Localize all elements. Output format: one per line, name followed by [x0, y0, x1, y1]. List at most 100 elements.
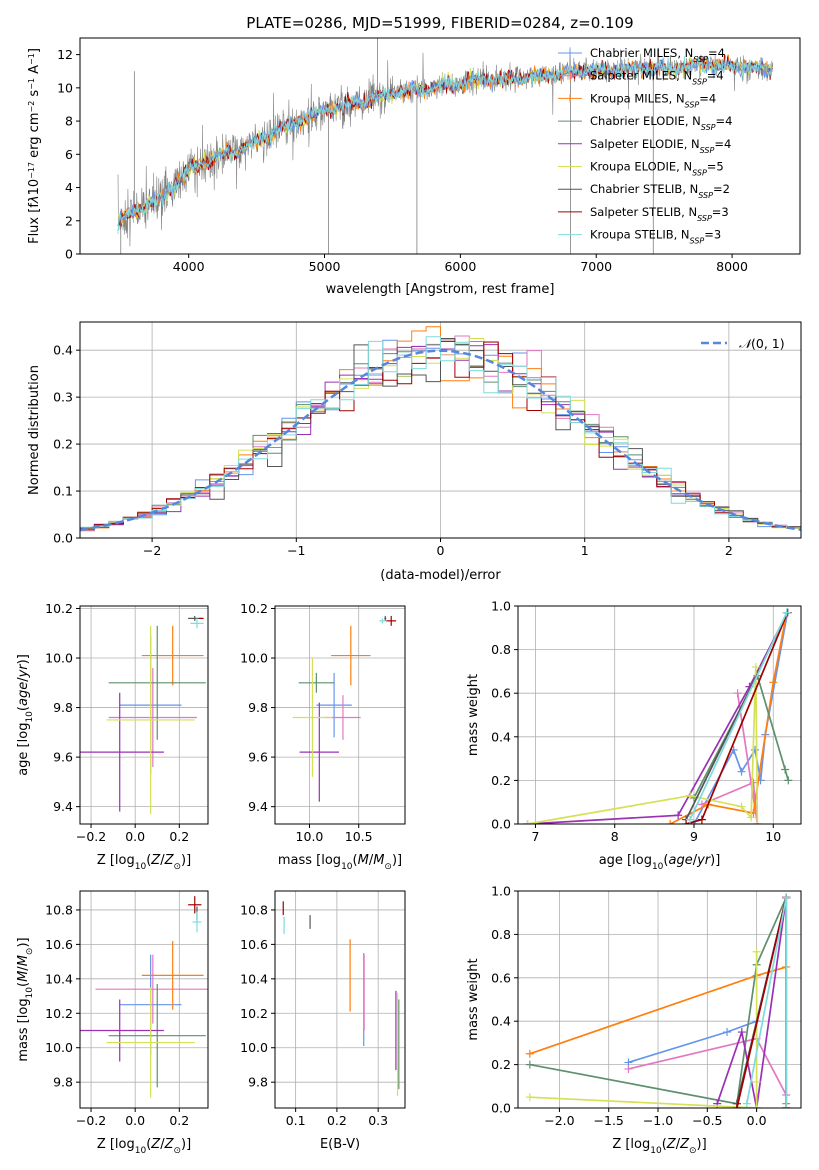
- weight-marker: [769, 678, 778, 687]
- weight-vs-Z-axes-frame: [517, 890, 802, 1109]
- mass-vs-Z-grid: [80, 891, 208, 1108]
- weight-vs-Z-xtick-label: −0.5: [692, 1113, 722, 1128]
- legend-entry: Chabrier ELODIE, NSSP=4: [590, 114, 732, 132]
- mass-vs-Z-axes-frame: [79, 890, 209, 1109]
- weight-vs-Z-frame: −2.0 −1.5 −1.0 −0.5 0.0 0.0 0.2 0.4 0.6 0.8 1.0 Z […: [466, 884, 802, 1156]
- spectrum-axes-frame: [79, 37, 801, 255]
- mass-vs-Z-panel: −0.2 0.0 0.2 9.8 10.0 10.2 10.4 10.6 10.8 Z [log1…: [16, 890, 209, 1156]
- weight-vs-Z-xtick-label: 0.0: [747, 1113, 767, 1128]
- errorbar-point: [292, 658, 333, 777]
- residuals-ytick-label: 0.3: [53, 390, 73, 405]
- weight-vs-age-ytick-label: 0.0: [491, 817, 511, 832]
- residuals-xtick-label: −2: [143, 543, 161, 558]
- mass-vs-Z-ytick-label: 10.0: [45, 1040, 73, 1055]
- weight-vs-age-xtick-label: 10: [765, 829, 781, 844]
- residuals-plot-area: [80, 326, 801, 532]
- age-vs-Z-xtick-label: 0.0: [125, 829, 145, 844]
- errorbar-point: [106, 625, 195, 815]
- weight-line-salpeter_elodie: [716, 897, 788, 1108]
- age-vs-Z-ytick-label: 10.0: [45, 651, 73, 666]
- errorbar-point: [108, 667, 197, 768]
- weight-marker: [751, 745, 760, 754]
- weight-line-kroupa_elodie: [529, 951, 758, 1108]
- weight-marker: [723, 1028, 732, 1037]
- residuals-ytick-label: 0.0: [53, 531, 73, 546]
- mass-vs-Z-plot-area: [80, 896, 208, 1098]
- age-vs-mass-ytick-label: 9.6: [248, 750, 268, 765]
- errorbar-point: [141, 940, 204, 1010]
- weight-vs-age-xtick-label: 9: [690, 829, 698, 844]
- weight-marker: [747, 813, 756, 822]
- spectrum-xtick-label: 5000: [309, 259, 341, 274]
- mass-vs-ebv-ytick-label: 10.8: [240, 902, 268, 917]
- weight-marker: [742, 1099, 751, 1108]
- weight-vs-age-xlabel: age [log10(age/yr)]: [599, 853, 721, 872]
- errorbar-point: [299, 702, 340, 802]
- weight-line-salpeter_elodie: [527, 612, 789, 824]
- weight-vs-age-ytick-label: 0.4: [491, 729, 511, 744]
- weight-vs-age-plot-area: [523, 608, 793, 824]
- weight-marker: [784, 776, 793, 785]
- age-vs-Z-ytick-label: 9.8: [53, 700, 73, 715]
- mass-vs-ebv-frame: 0.1 0.2 0.3 9.8 10.0 10.2 10.4 10.6 10.8 E(B-V): [240, 890, 406, 1152]
- residuals-ytick-label: 0.2: [53, 437, 73, 452]
- errorbar-point: [379, 618, 386, 624]
- weight-line-kroupa_stelib: [745, 897, 788, 1108]
- age-vs-mass-xlabel: mass [log10(M/M⊙)]: [278, 853, 402, 872]
- weight-vs-Z-xtick-label: −1.5: [594, 1113, 624, 1128]
- age-vs-Z-xtick-label: 0.2: [169, 829, 189, 844]
- weight-vs-Z-grid: [518, 890, 801, 1109]
- weight-marker: [751, 663, 760, 672]
- errorbar-point: [141, 625, 204, 686]
- normal-curve: [80, 349, 801, 532]
- age-vs-mass-ytick-label: 9.8: [248, 700, 268, 715]
- residuals-ylabel: Normed distribution: [27, 365, 42, 495]
- weight-marker: [782, 1104, 791, 1108]
- legend-entry: Chabrier STELIB, NSSP=2: [590, 182, 730, 200]
- weight-vs-Z-xtick-label: −1.0: [643, 1113, 673, 1128]
- weight-marker: [749, 778, 758, 787]
- weight-vs-age-xtick-label: 7: [531, 829, 539, 844]
- age-vs-mass-axes-frame: [274, 605, 406, 825]
- weight-marker: [753, 820, 762, 824]
- residuals-frame: −2 −1 0 1 2 0.0 0.1 0.2 0.3 0.4 𝒩(0, 1) (data-model…: [27, 321, 802, 583]
- errorbar-point: [80, 999, 164, 1062]
- weight-marker: [624, 1064, 633, 1073]
- weight-vs-Z-ytick-label: 0.0: [491, 1101, 511, 1116]
- weight-marker: [737, 767, 746, 776]
- spectrum-ytick-label: 4: [65, 180, 73, 195]
- mass-vs-ebv-grid: [275, 891, 405, 1108]
- age-vs-mass-xtick-label: 10.5: [345, 829, 373, 844]
- spectrum-frame: 4000 5000 6000 7000 8000 0 2 4 6 8 10 12 Chabrier MI…: [27, 37, 801, 297]
- mass-vs-ebv-ytick-label: 9.8: [248, 1075, 268, 1090]
- mass-vs-Z-ytick-label: 10.2: [45, 1006, 73, 1021]
- weight-marker: [666, 820, 675, 824]
- residuals-ytick-label: 0.4: [53, 343, 73, 358]
- weight-vs-Z-ytick-label: 0.6: [491, 970, 511, 985]
- spectrum-ylabel: Flux [fλ10−17 erg cm−2 s−1 A−1]: [27, 48, 43, 244]
- mass-vs-ebv-xtick-label: 0.2: [327, 1113, 347, 1128]
- age-vs-Z-axes-frame: [79, 605, 209, 825]
- residuals-xtick-label: −1: [287, 543, 305, 558]
- mass-vs-Z-xlabel: Z [log10(Z/Z⊙)]: [97, 1137, 191, 1156]
- mass-vs-ebv-ytick-label: 10.0: [240, 1040, 268, 1055]
- mass-vs-Z-ytick-label: 9.8: [53, 1075, 73, 1090]
- weight-vs-age-ytick-label: 1.0: [491, 599, 511, 614]
- age-vs-Z-plot-area: [80, 615, 206, 815]
- weight-marker: [733, 689, 742, 698]
- mass-vs-Z-ytick-label: 10.8: [45, 902, 73, 917]
- mass-vs-Z-xtick-label: −0.2: [76, 1113, 106, 1128]
- spectrum-ytick-label: 2: [65, 213, 73, 228]
- spectrum-plot-area: [117, 38, 774, 254]
- weight-vs-Z-ylabel: mass weight: [466, 958, 481, 1040]
- weight-vs-Z-xlabel: Z [log10(Z/Z⊙)]: [612, 1137, 706, 1156]
- spectrum-xtick-label: 6000: [444, 259, 476, 274]
- mass-vs-ebv-ytick-label: 10.6: [240, 937, 268, 952]
- age-vs-mass-xtick-label: 10.0: [296, 829, 324, 844]
- weight-marker: [686, 815, 695, 824]
- weight-marker: [752, 947, 761, 956]
- weight-vs-age-grid: [518, 605, 801, 825]
- mass-vs-ebv-xlabel: E(B-V): [320, 1137, 360, 1152]
- weight-marker: [697, 815, 706, 824]
- weight-vs-age-axes-frame: [517, 605, 802, 825]
